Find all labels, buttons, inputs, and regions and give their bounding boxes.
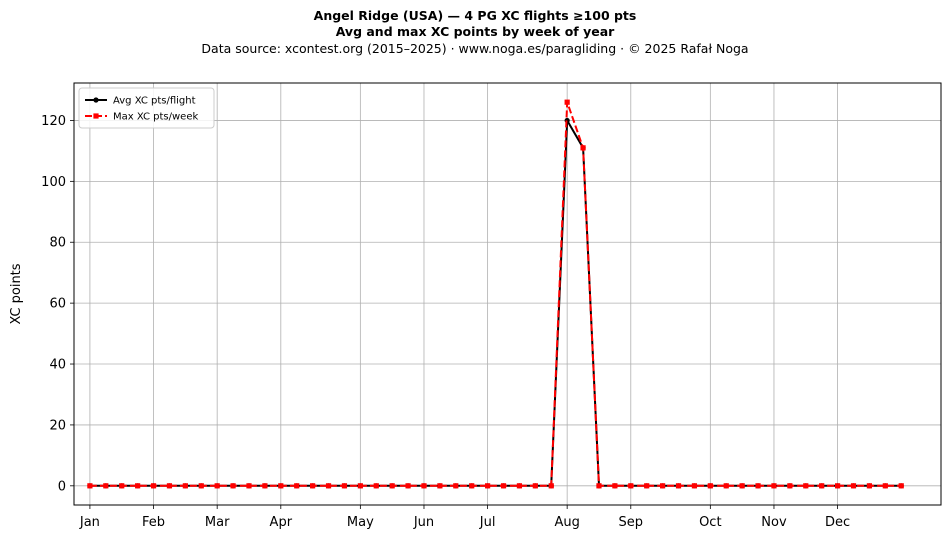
data-point [500, 483, 507, 489]
data-point [675, 483, 682, 489]
data-point [166, 483, 173, 489]
data-point [850, 483, 857, 489]
y-tick-label: 40 [49, 358, 66, 373]
data-point [485, 483, 491, 489]
x-tick-label: Feb [142, 515, 165, 530]
data-point [294, 483, 300, 489]
series-layer [87, 99, 904, 489]
x-tick-label: Jun [413, 515, 434, 530]
data-point [564, 99, 570, 105]
data-point [469, 483, 475, 489]
data-point [230, 483, 236, 489]
data-point [373, 483, 379, 489]
data-point [357, 483, 363, 489]
data-point [691, 483, 698, 489]
data-point [819, 483, 825, 489]
x-tick-label: Apr [270, 515, 293, 530]
data-point [437, 483, 443, 489]
data-point [548, 483, 554, 489]
series-max [87, 99, 904, 489]
data-point [278, 483, 284, 489]
x-tick-label: Jul [479, 515, 496, 530]
x-tick-label: Jan [79, 515, 100, 530]
data-point [421, 483, 427, 489]
x-tick-label: Mar [205, 515, 230, 530]
data-point [882, 483, 888, 489]
y-tick-label: 80 [49, 236, 66, 251]
y-tick-label: 120 [41, 114, 66, 129]
legend-label: Avg XC pts/flight [113, 96, 196, 107]
chart-subtitle: Data source: xcontest.org (2015–2025) · … [201, 41, 749, 56]
data-point [135, 483, 141, 489]
data-point [182, 483, 188, 489]
data-point [389, 483, 395, 489]
chart-title: Angel Ridge (USA) — 4 PG XC flights ≥100… [313, 8, 637, 23]
legend-swatch-marker [93, 113, 99, 119]
data-point [214, 483, 220, 489]
data-point [580, 145, 586, 151]
data-point [787, 483, 793, 489]
data-point [898, 483, 904, 489]
data-point [198, 483, 204, 489]
title-block: Angel Ridge (USA) — 4 PG XC flights ≥100… [0, 8, 950, 57]
data-point [660, 483, 666, 489]
x-tick-label: Sep [619, 515, 644, 530]
data-point [405, 483, 411, 489]
x-tick-label: May [347, 515, 374, 530]
data-point [834, 483, 841, 489]
y-tick-label: 0 [58, 479, 66, 494]
y-tick-label: 60 [49, 297, 66, 312]
legend-label: Max XC pts/week [113, 112, 198, 123]
data-point [755, 483, 761, 489]
data-point [341, 483, 348, 489]
legend-swatch-marker [93, 97, 99, 103]
data-point [87, 483, 93, 489]
data-point [119, 483, 125, 489]
x-tick-label: Nov [761, 515, 787, 530]
data-point [532, 483, 538, 489]
data-point [516, 483, 523, 489]
legend-box [78, 87, 215, 129]
data-point [771, 483, 777, 489]
data-point [612, 483, 618, 489]
data-point [803, 483, 809, 489]
data-point [453, 483, 459, 489]
data-point [103, 483, 109, 489]
data-point [310, 483, 316, 489]
x-tick-label: Dec [825, 515, 850, 530]
legend: Avg XC pts/flight Max XC pts/week [78, 87, 215, 129]
data-point [262, 483, 268, 489]
data-point [739, 483, 745, 489]
data-point [644, 483, 650, 489]
data-point [246, 483, 252, 489]
axis-ticks: 0 20 40 60 80 100 120 Jan Feb Mar Apr May Jun Jul Aug S… [41, 114, 850, 530]
data-point [150, 483, 157, 489]
data-point [866, 483, 873, 489]
data-point [628, 483, 634, 489]
gridlines [74, 83, 941, 505]
data-point [723, 483, 729, 489]
y-tick-label: 100 [41, 175, 66, 190]
x-tick-label: Aug [554, 515, 579, 530]
y-axis-label: XC points [9, 263, 24, 324]
plot-area-frame [73, 82, 942, 506]
data-point [596, 483, 602, 489]
y-tick-label: 20 [49, 418, 66, 433]
x-tick-label: Oct [699, 515, 721, 530]
data-point [325, 483, 332, 489]
data-point [707, 483, 713, 489]
series-line [89, 101, 902, 487]
chart-title-line-2: Avg and max XC points by week of year [335, 24, 615, 39]
